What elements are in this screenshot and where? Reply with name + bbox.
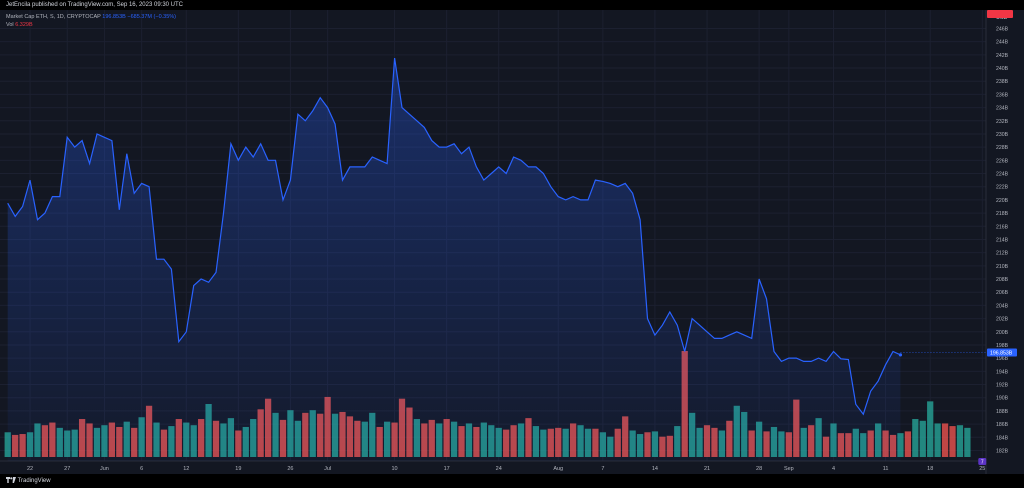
y-tick-label: 244B <box>996 40 1009 46</box>
y-tick-label: 228B <box>996 145 1009 151</box>
y-tick-label: 230B <box>996 132 1009 138</box>
volume-bar <box>912 419 919 457</box>
y-tick-label: 210B <box>996 264 1009 270</box>
x-tick-label: 7 <box>601 466 604 472</box>
y-tick-label: 198B <box>996 343 1009 349</box>
y-axis: 182B 184B 186B 188B 190B 192B 194B 196B 198B 200B… <box>996 15 1009 454</box>
axis-badges: 196.853B 6.329B 7 <box>978 10 1017 466</box>
y-tick-label: 232B <box>996 119 1009 125</box>
chart-legend: Market Cap ETH, S, 1D, CRYPTOCAP 196.853… <box>6 13 176 29</box>
y-tick-label: 236B <box>996 92 1009 98</box>
volume-value: 6.329B <box>15 22 33 28</box>
volume-bar <box>956 425 964 457</box>
x-tick-label: 10 <box>392 466 398 472</box>
x-tick-label: 26 <box>287 466 293 472</box>
y-tick-label: 208B <box>996 277 1009 283</box>
x-tick-label: 21 <box>704 466 710 472</box>
volume-bar <box>964 427 971 457</box>
price-value: 196.853B <box>102 14 126 20</box>
market-cap-area <box>7 58 986 461</box>
x-tick-label: Jul <box>324 466 331 472</box>
volume-bar <box>919 420 926 457</box>
y-tick-label: 200B <box>996 330 1009 336</box>
x-tick-label: 18 <box>927 466 933 472</box>
volume-bar <box>897 433 904 457</box>
x-tick-label: Sep <box>784 466 794 472</box>
x-tick-label: 6 <box>140 466 143 472</box>
symbol-label[interactable]: Market Cap ETH, S, 1D, CRYPTOCAP <box>6 14 101 20</box>
x-tick-label: 11 <box>883 466 889 472</box>
price-chart[interactable]: 182B 184B 186B 188B 190B 192B 194B 196B 198B 200B… <box>0 10 1024 474</box>
footer-bar: TradingView <box>0 474 1024 488</box>
y-tick-label: 240B <box>996 66 1009 72</box>
area-fill <box>7 58 901 461</box>
y-tick-label: 214B <box>996 237 1009 243</box>
y-tick-label: 226B <box>996 158 1009 164</box>
y-tick-label: 194B <box>996 369 1009 375</box>
x-tick-label: 17 <box>444 466 450 472</box>
volume-badge-label: 6.329B <box>990 10 1007 12</box>
tradingview-logo-icon[interactable] <box>6 474 16 488</box>
y-tick-label: 234B <box>996 106 1009 112</box>
y-tick-label: 246B <box>996 26 1009 32</box>
volume-bar <box>927 401 934 457</box>
price-badge <box>987 348 1017 357</box>
y-tick-label: 202B <box>996 317 1009 323</box>
y-tick-label: 218B <box>996 211 1009 217</box>
volume-bar <box>949 426 956 457</box>
y-tick-label: 182B <box>996 448 1009 454</box>
y-tick-label: 216B <box>996 224 1009 230</box>
volume-bar <box>904 431 912 457</box>
x-tick-label: 12 <box>183 466 189 472</box>
y-tick-label: 186B <box>996 422 1009 428</box>
price-change: −685.37M (−0.35%) <box>127 14 177 20</box>
y-tick-label: 184B <box>996 435 1009 441</box>
volume-label: Vol <box>6 22 14 28</box>
footer-brand[interactable]: TradingView <box>17 478 51 484</box>
x-tick-label: 22 <box>27 466 33 472</box>
x-tick-label: Aug <box>553 466 563 472</box>
x-tick-label: 27 <box>64 466 70 472</box>
x-tick-label: 14 <box>652 466 658 472</box>
axis-panel <box>986 10 1024 474</box>
market-cap-line <box>7 58 901 416</box>
y-tick-label: 206B <box>996 290 1009 296</box>
y-tick-label: 190B <box>996 396 1009 402</box>
x-tick-label: 19 <box>235 466 241 472</box>
y-tick-label: 212B <box>996 251 1009 257</box>
x-axis: 22 27 Jun 6 12 19 26 Jul 10 17 24 Aug 7 14 21 28 Sep 4 11 1… <box>27 466 985 472</box>
event-marker-label: 7 <box>981 460 984 466</box>
volume-badge <box>987 10 1013 18</box>
y-tick-label: 238B <box>996 79 1009 85</box>
event-marker <box>978 458 987 465</box>
y-tick-label: 242B <box>996 53 1009 59</box>
publish-info: JetEncila published on TradingView.com, … <box>6 2 183 8</box>
price-badge-label: 196.853B <box>990 351 1013 357</box>
y-tick-label: 220B <box>996 198 1009 204</box>
y-tick-label: 188B <box>996 409 1009 415</box>
volume-bar <box>941 423 949 457</box>
y-tick-label: 224B <box>996 172 1009 178</box>
publish-bar: JetEncila published on TradingView.com, … <box>0 0 1024 10</box>
volume-bar <box>934 423 941 457</box>
y-tick-label: 192B <box>996 383 1009 389</box>
last-point-marker <box>898 353 903 357</box>
x-tick-label: 25 <box>979 466 985 472</box>
y-tick-label: 204B <box>996 303 1009 309</box>
y-tick-label: 196B <box>996 356 1009 362</box>
x-tick-label: 24 <box>496 466 502 472</box>
y-tick-label: 222B <box>996 185 1009 191</box>
x-tick-label: Jun <box>100 466 109 472</box>
x-tick-label: 4 <box>832 466 835 472</box>
x-tick-label: 28 <box>756 466 762 472</box>
